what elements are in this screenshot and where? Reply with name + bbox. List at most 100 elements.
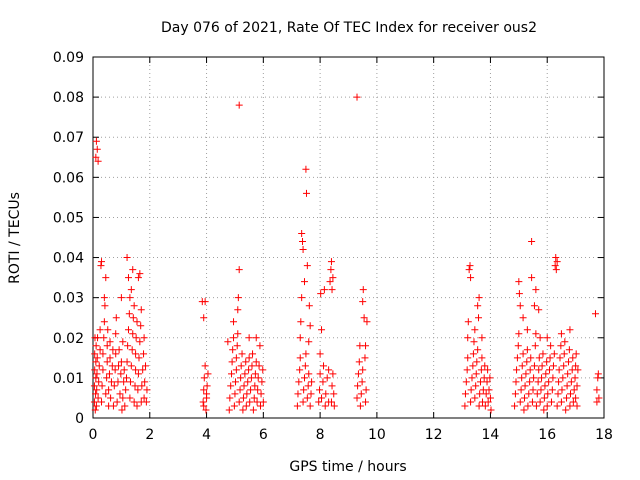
data-point [143, 386, 151, 394]
data-point [227, 382, 235, 390]
data-point [533, 390, 541, 398]
data-point [362, 342, 370, 350]
data-point [329, 274, 337, 282]
x-axis-label: GPS time / hours [289, 459, 406, 475]
data-point [102, 274, 110, 282]
data-point [224, 338, 232, 346]
data-point [529, 386, 537, 394]
data-point [132, 334, 140, 342]
data-point [105, 370, 113, 378]
y-axis-label: ROTI / TECUs [7, 192, 23, 284]
data-point [477, 378, 485, 386]
data-point [553, 258, 561, 266]
data-point [360, 314, 368, 322]
data-point [591, 310, 599, 318]
data-point [301, 362, 309, 370]
data-point [544, 390, 552, 398]
data-point [357, 390, 365, 398]
data-point [461, 390, 469, 398]
data-point [523, 346, 531, 354]
data-point [362, 386, 370, 394]
data-point [531, 342, 539, 350]
data-point [230, 318, 238, 326]
data-point [117, 294, 125, 302]
data-point [511, 390, 519, 398]
data-point [237, 374, 245, 382]
data-point [109, 402, 117, 410]
data-point [122, 374, 130, 382]
data-markers [90, 93, 603, 414]
data-point [549, 362, 557, 370]
data-point [300, 278, 308, 286]
data-point [485, 386, 493, 394]
data-point [102, 390, 110, 398]
data-point [110, 382, 118, 390]
data-point [537, 386, 545, 394]
chart-title: Day 076 of 2021, Rate Of TEC Index for r… [161, 20, 537, 36]
data-point [475, 314, 483, 322]
data-point [530, 302, 538, 310]
data-point [117, 370, 125, 378]
data-point [467, 386, 475, 394]
data-point [307, 390, 315, 398]
data-point [239, 394, 247, 402]
data-point [230, 334, 238, 342]
data-point [466, 262, 474, 270]
data-point [91, 366, 99, 374]
data-point [299, 238, 307, 246]
data-point [98, 382, 106, 390]
data-point [296, 334, 304, 342]
data-point [240, 382, 248, 390]
data-point [318, 394, 326, 402]
data-point [93, 354, 101, 362]
data-point [563, 394, 571, 402]
data-point [99, 350, 107, 358]
data-point [528, 238, 536, 246]
data-point [572, 350, 580, 358]
data-point [294, 390, 302, 398]
data-point [233, 342, 241, 350]
data-point [254, 386, 262, 394]
data-point [92, 402, 100, 410]
data-point [92, 390, 100, 398]
data-point [228, 370, 236, 378]
data-point [535, 354, 543, 362]
data-point [468, 374, 476, 382]
data-point [247, 374, 255, 382]
data-point [249, 406, 257, 414]
data-point [297, 318, 305, 326]
data-point [545, 378, 553, 386]
data-point [109, 346, 117, 354]
data-point [245, 366, 253, 374]
data-point [353, 93, 361, 101]
data-point [560, 350, 568, 358]
data-point [327, 258, 335, 266]
data-point [232, 378, 240, 386]
data-point [486, 374, 494, 382]
data-point [474, 346, 482, 354]
data-point [115, 346, 123, 354]
data-point [484, 398, 492, 406]
data-point [295, 378, 303, 386]
data-point [594, 370, 602, 378]
data-point [235, 101, 243, 109]
data-point [226, 394, 234, 402]
data-point [471, 326, 479, 334]
data-point [472, 370, 480, 378]
data-point [124, 274, 132, 282]
data-point [571, 374, 579, 382]
data-point [135, 354, 143, 362]
data-point [528, 398, 536, 406]
data-point [573, 402, 581, 410]
data-point [101, 302, 109, 310]
y-tick-label: 0.07 [53, 130, 84, 146]
data-point [251, 382, 259, 390]
data-point [123, 358, 131, 366]
data-point [302, 350, 310, 358]
data-point [250, 394, 258, 402]
data-point [254, 374, 262, 382]
data-point [534, 378, 542, 386]
data-point [126, 394, 134, 402]
data-point [126, 378, 134, 386]
